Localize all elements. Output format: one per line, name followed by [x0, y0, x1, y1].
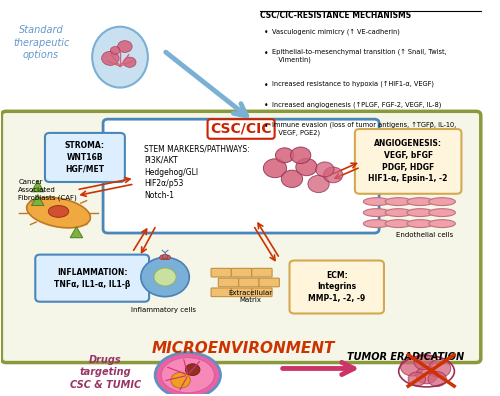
- Text: Cancer
Associated
Fibroblasts (CAF): Cancer Associated Fibroblasts (CAF): [18, 179, 77, 201]
- Text: •: •: [264, 81, 269, 89]
- Circle shape: [428, 371, 446, 386]
- Ellipse shape: [385, 220, 412, 228]
- Text: Increased resistance to hypoxia (↑HIF1-α, VEGF): Increased resistance to hypoxia (↑HIF1-α…: [272, 81, 434, 87]
- FancyBboxPatch shape: [211, 268, 232, 277]
- Ellipse shape: [385, 209, 412, 217]
- Circle shape: [154, 268, 176, 286]
- Text: Standard
therapeutic
options: Standard therapeutic options: [13, 25, 70, 60]
- FancyBboxPatch shape: [252, 268, 272, 277]
- Ellipse shape: [26, 197, 90, 228]
- Circle shape: [164, 255, 170, 260]
- Text: Immune evasion (loss of tumor antigens, ↑TGFβ, IL-10,
   VEGF, PGE2): Immune evasion (loss of tumor antigens, …: [272, 122, 456, 136]
- FancyBboxPatch shape: [211, 288, 232, 297]
- Ellipse shape: [428, 220, 456, 228]
- Circle shape: [428, 360, 451, 377]
- Ellipse shape: [48, 206, 68, 217]
- Polygon shape: [32, 194, 44, 206]
- FancyBboxPatch shape: [355, 129, 462, 194]
- Text: •: •: [264, 48, 269, 57]
- Text: Epithelial-to-mesenchymal transition (↑ Snail, Twist,
   Vimentin): Epithelial-to-mesenchymal transition (↑ …: [272, 48, 446, 63]
- Circle shape: [282, 170, 302, 187]
- Circle shape: [414, 354, 434, 369]
- Text: CSC/CIC: CSC/CIC: [210, 122, 272, 136]
- Circle shape: [160, 255, 166, 260]
- Text: ECM:
Integrins
MMP-1, -2, -9: ECM: Integrins MMP-1, -2, -9: [308, 270, 366, 303]
- Ellipse shape: [155, 352, 220, 396]
- Circle shape: [110, 47, 120, 54]
- Polygon shape: [70, 227, 82, 238]
- Text: STEM MARKERS/PATHWAYS:
PI3K/AKT
Hedgehog/GLI
HIF2α/p53
Notch-1: STEM MARKERS/PATHWAYS: PI3K/AKT Hedgehog…: [144, 144, 250, 200]
- Text: Extracellular
Matrix: Extracellular Matrix: [228, 290, 273, 303]
- Text: Inflammatory cells: Inflammatory cells: [131, 307, 196, 312]
- Circle shape: [408, 372, 426, 386]
- Circle shape: [102, 51, 119, 65]
- FancyBboxPatch shape: [36, 255, 149, 302]
- Circle shape: [400, 357, 423, 376]
- Circle shape: [264, 159, 286, 178]
- Text: MICROENVIRONMENT: MICROENVIRONMENT: [152, 341, 335, 356]
- Text: TUMOR ERADICATION: TUMOR ERADICATION: [347, 352, 465, 362]
- Ellipse shape: [428, 198, 456, 206]
- Circle shape: [316, 162, 334, 177]
- Ellipse shape: [428, 209, 456, 217]
- FancyBboxPatch shape: [259, 278, 280, 287]
- Text: Drugs
targeting
CSC & TUMIC: Drugs targeting CSC & TUMIC: [70, 355, 141, 390]
- Ellipse shape: [364, 220, 390, 228]
- Ellipse shape: [364, 198, 390, 206]
- Circle shape: [276, 148, 294, 163]
- Ellipse shape: [364, 209, 390, 217]
- Ellipse shape: [407, 220, 434, 228]
- Circle shape: [308, 175, 329, 192]
- Circle shape: [324, 167, 343, 183]
- Text: Vasculogenic mimicry (↑ VE-cadherin): Vasculogenic mimicry (↑ VE-cadherin): [272, 28, 400, 35]
- Text: Endothelial cells: Endothelial cells: [396, 232, 454, 238]
- FancyBboxPatch shape: [218, 278, 238, 287]
- Text: STROMA:
WNT16B
HGF/MET: STROMA: WNT16B HGF/MET: [64, 141, 104, 173]
- Circle shape: [296, 158, 317, 176]
- Circle shape: [141, 257, 190, 297]
- Circle shape: [118, 41, 132, 52]
- Text: INFLAMMATION:
TNFα, IL1-α, IL1-β: INFLAMMATION: TNFα, IL1-α, IL1-β: [54, 268, 130, 289]
- Circle shape: [171, 372, 190, 388]
- Circle shape: [186, 364, 200, 375]
- Circle shape: [124, 57, 136, 67]
- FancyBboxPatch shape: [290, 261, 384, 314]
- Text: •: •: [264, 101, 269, 110]
- Text: •: •: [264, 28, 269, 37]
- Polygon shape: [32, 181, 44, 192]
- Text: •: •: [264, 122, 269, 131]
- FancyBboxPatch shape: [232, 268, 252, 277]
- FancyBboxPatch shape: [2, 111, 481, 363]
- Ellipse shape: [161, 358, 214, 393]
- Ellipse shape: [407, 198, 434, 206]
- Text: Increased angiogenesis (↑PLGF, FGF-2, VEGF, IL-8): Increased angiogenesis (↑PLGF, FGF-2, VE…: [272, 101, 441, 108]
- FancyBboxPatch shape: [232, 288, 252, 297]
- Circle shape: [290, 147, 311, 164]
- Ellipse shape: [407, 209, 434, 217]
- FancyBboxPatch shape: [238, 278, 259, 287]
- FancyBboxPatch shape: [252, 288, 272, 297]
- Circle shape: [162, 254, 168, 259]
- Ellipse shape: [92, 27, 148, 88]
- FancyBboxPatch shape: [103, 119, 379, 233]
- Text: ANGIOGENESIS:
VEGF, bFGF
PDGF, HDGF
HIF1-α, Epsin-1, -2: ANGIOGENESIS: VEGF, bFGF PDGF, HDGF HIF1…: [368, 139, 448, 183]
- Ellipse shape: [385, 198, 412, 206]
- Circle shape: [416, 367, 437, 384]
- Text: CSC/CIC-RESISTANCE MECHANISMS: CSC/CIC-RESISTANCE MECHANISMS: [260, 10, 412, 19]
- FancyBboxPatch shape: [45, 133, 125, 182]
